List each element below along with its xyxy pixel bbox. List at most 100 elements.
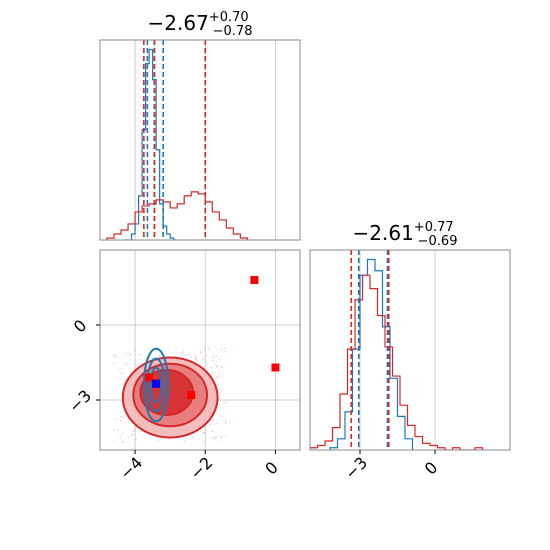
joint-panel: −4 −2 0 0 −3 xyxy=(65,249,301,483)
sample-point xyxy=(121,441,124,444)
sample-point xyxy=(212,419,214,421)
sample-point xyxy=(215,436,217,439)
marginal-2-title: −2.61+0.77 −0.69 xyxy=(353,220,458,249)
sample-point xyxy=(210,366,213,369)
histogram-series xyxy=(124,48,178,240)
histogram-series xyxy=(329,258,414,450)
sample-point xyxy=(218,404,221,406)
sample-point xyxy=(191,436,194,439)
sample-point xyxy=(119,415,122,418)
sample-point xyxy=(214,363,216,366)
sample-point xyxy=(205,354,208,357)
sample-point xyxy=(127,436,129,439)
sample-point xyxy=(224,434,227,437)
sample-point xyxy=(181,351,183,354)
sample-point xyxy=(122,431,124,433)
sample-point xyxy=(202,358,204,360)
sample-point xyxy=(125,363,128,366)
sample-point xyxy=(199,351,202,354)
sample-point xyxy=(215,377,217,379)
sample-point xyxy=(191,356,193,358)
sample-point xyxy=(212,357,215,359)
sample-point xyxy=(151,357,154,360)
sample-point xyxy=(199,350,202,352)
sample-point xyxy=(130,434,132,436)
sample-point xyxy=(216,365,218,368)
histogram-series xyxy=(310,274,484,450)
sample-point xyxy=(220,436,222,438)
blue-marker xyxy=(152,379,161,388)
sample-point xyxy=(113,355,116,357)
sample-point xyxy=(120,434,123,436)
x-tick-label: 0 xyxy=(261,458,282,479)
sample-point xyxy=(158,355,160,357)
sample-point xyxy=(117,428,119,431)
sample-point xyxy=(224,401,227,404)
sample-point xyxy=(220,349,223,351)
sample-point xyxy=(169,438,171,441)
red-marker xyxy=(145,373,154,382)
sample-point xyxy=(203,431,206,434)
sample-point xyxy=(133,430,135,433)
sample-point xyxy=(221,365,223,368)
blue-contour xyxy=(149,366,163,404)
sample-point xyxy=(212,359,214,362)
sample-point xyxy=(113,362,115,364)
sample-point xyxy=(218,359,221,361)
sample-point xyxy=(219,375,222,377)
sample-point xyxy=(223,347,226,349)
sample-point xyxy=(127,351,129,354)
sample-point xyxy=(135,438,137,441)
y-tick-label: 0 xyxy=(70,316,91,337)
blue-contour xyxy=(142,347,170,423)
marginal-1-panel: −2.67+0.70 −0.78 xyxy=(99,10,301,241)
joint-frame xyxy=(99,249,301,451)
sample-point xyxy=(132,434,134,436)
sample-point xyxy=(216,376,219,378)
histogram-series xyxy=(106,191,248,240)
sample-point xyxy=(215,355,218,357)
sample-point xyxy=(121,368,124,370)
sample-point xyxy=(216,422,218,425)
sample-point xyxy=(220,415,223,417)
sample-point xyxy=(119,368,121,371)
sample-point xyxy=(212,355,215,357)
sample-point xyxy=(120,419,122,422)
red-marker xyxy=(187,391,196,399)
sample-point xyxy=(182,350,184,352)
y-tick-label: −3 xyxy=(65,386,95,416)
sample-point xyxy=(125,354,128,356)
sample-point xyxy=(130,353,132,356)
sample-point xyxy=(113,441,116,443)
sample-point xyxy=(210,437,213,439)
sample-point xyxy=(197,439,200,441)
x-tick-label: −2 xyxy=(186,453,216,483)
sample-point xyxy=(114,418,116,420)
x-tick-label: 0 xyxy=(421,458,442,479)
marginal-2-frame xyxy=(309,249,511,451)
x-tick-label: −4 xyxy=(116,453,146,483)
sample-point xyxy=(220,389,222,392)
red-marker xyxy=(250,276,259,284)
sample-point xyxy=(209,423,212,426)
sample-point xyxy=(120,372,123,375)
sample-point xyxy=(113,429,115,431)
x-tick-label: −3 xyxy=(341,453,371,483)
sample-point xyxy=(224,422,227,424)
sample-point xyxy=(202,440,205,443)
sample-point xyxy=(220,439,223,441)
marginal-2-panel: −3 0 −2.61+0.77 −0.69 xyxy=(309,220,511,483)
sample-point xyxy=(157,439,160,442)
sample-point xyxy=(211,430,214,433)
sample-point xyxy=(225,420,227,423)
sample-point xyxy=(208,347,210,350)
sample-point xyxy=(134,349,136,352)
sample-point xyxy=(195,357,197,360)
sample-point xyxy=(187,353,190,356)
red-marker xyxy=(271,363,280,372)
sample-point xyxy=(220,367,222,369)
sample-point xyxy=(122,440,125,443)
marginal-1-frame xyxy=(99,39,301,241)
sample-point xyxy=(115,356,118,358)
